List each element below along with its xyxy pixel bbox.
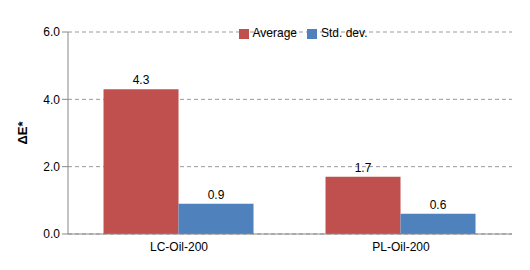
- svg-text:ΔE*: ΔE*: [15, 121, 30, 145]
- svg-text:4.0: 4.0: [43, 93, 60, 107]
- svg-text:4.3: 4.3: [133, 73, 150, 87]
- svg-text:LC-Oil-200: LC-Oil-200: [150, 240, 208, 254]
- svg-text:0.9: 0.9: [208, 188, 225, 202]
- svg-text:0.6: 0.6: [430, 198, 447, 212]
- svg-text:1.7: 1.7: [355, 161, 372, 175]
- html-text:Average: Average: [252, 26, 297, 40]
- svg-text:0.0: 0.0: [43, 227, 60, 241]
- svg-text:2.0: 2.0: [43, 160, 60, 174]
- svg-text:6.0: 6.0: [43, 25, 60, 39]
- svg-text:PL-Oil-200: PL-Oil-200: [372, 240, 430, 254]
- html-text:Std. dev.: Std. dev.: [321, 26, 368, 40]
